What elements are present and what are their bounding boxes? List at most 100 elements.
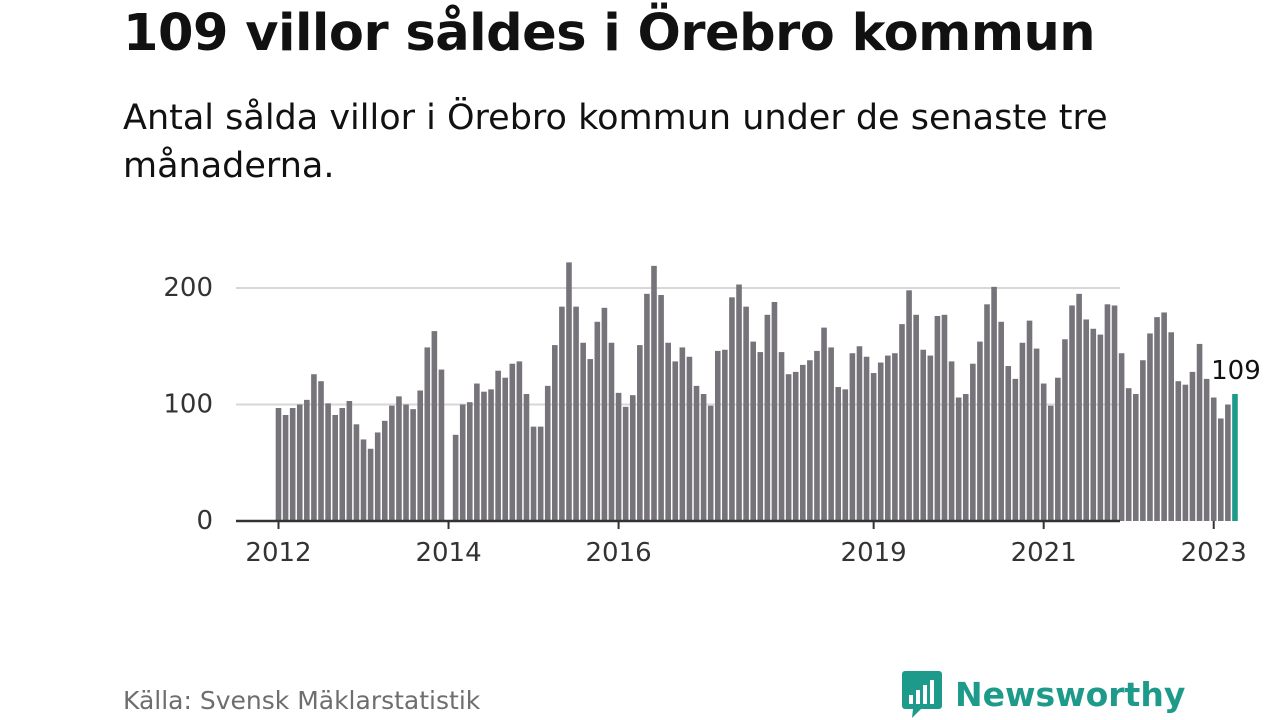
bar bbox=[417, 390, 423, 521]
bar bbox=[502, 377, 509, 521]
bar bbox=[403, 404, 409, 521]
bar bbox=[757, 352, 764, 521]
bar bbox=[438, 369, 445, 521]
bar bbox=[608, 342, 615, 521]
bar bbox=[998, 321, 1004, 521]
bar bbox=[1026, 320, 1033, 521]
bar bbox=[1175, 381, 1182, 521]
bar bbox=[296, 404, 303, 521]
bar bbox=[870, 373, 877, 521]
bar bbox=[452, 434, 459, 521]
bar bbox=[1132, 394, 1139, 521]
bar bbox=[1225, 404, 1231, 521]
bar bbox=[537, 426, 544, 521]
bar bbox=[700, 394, 707, 521]
bar bbox=[523, 394, 530, 521]
bar bbox=[1196, 343, 1203, 521]
bar bbox=[1033, 348, 1040, 521]
chart-title: 109 villor såldes i Örebro kommun bbox=[123, 4, 1096, 63]
bar bbox=[615, 392, 622, 521]
bar bbox=[736, 284, 742, 521]
bar bbox=[304, 399, 310, 521]
bar bbox=[629, 395, 636, 521]
bar bbox=[275, 407, 282, 521]
bar bbox=[587, 359, 594, 521]
x-tick-label: 2012 bbox=[245, 538, 311, 568]
bar bbox=[1147, 333, 1153, 521]
bar bbox=[934, 315, 941, 521]
bar bbox=[1005, 366, 1012, 521]
bar bbox=[722, 349, 728, 521]
bar bbox=[729, 297, 735, 521]
bar bbox=[622, 406, 629, 521]
bar bbox=[693, 385, 700, 521]
bar bbox=[835, 387, 842, 521]
bar bbox=[743, 306, 749, 521]
bar bbox=[488, 389, 494, 521]
bar bbox=[1012, 378, 1019, 521]
bar bbox=[913, 314, 919, 521]
brand-logo: Newsworthy bbox=[901, 669, 1185, 719]
bar bbox=[651, 265, 657, 521]
x-tick-label: 2019 bbox=[841, 538, 907, 568]
bar bbox=[1125, 388, 1132, 521]
bar bbox=[573, 306, 579, 521]
x-tick-label: 2014 bbox=[415, 538, 481, 568]
bar bbox=[481, 391, 487, 521]
bar bbox=[941, 314, 948, 521]
y-tick-label: 200 bbox=[163, 273, 213, 303]
bar bbox=[325, 403, 331, 521]
bar bbox=[1104, 304, 1111, 521]
bar bbox=[665, 342, 671, 521]
bar bbox=[601, 307, 608, 521]
highlighted-bar bbox=[1232, 394, 1238, 521]
bar bbox=[580, 342, 586, 521]
bar bbox=[516, 361, 523, 521]
bar bbox=[410, 409, 416, 521]
bar bbox=[374, 432, 381, 521]
bar bbox=[1076, 293, 1082, 521]
bar bbox=[899, 324, 905, 521]
x-tick-label: 2021 bbox=[1011, 538, 1077, 568]
bar bbox=[892, 353, 898, 521]
bar bbox=[431, 331, 438, 521]
bar bbox=[1203, 378, 1210, 521]
bar bbox=[1062, 339, 1068, 521]
chart-subtitle: Antal sålda villor i Örebro kommun under… bbox=[123, 98, 1108, 186]
bar bbox=[332, 414, 338, 521]
bar bbox=[1161, 312, 1167, 521]
bar bbox=[389, 405, 395, 521]
bar bbox=[637, 345, 643, 521]
bar bbox=[353, 424, 360, 521]
bar bbox=[1218, 418, 1224, 521]
bar bbox=[962, 394, 969, 521]
bar bbox=[424, 347, 431, 521]
bar bbox=[764, 314, 771, 521]
y-tick-label: 100 bbox=[163, 390, 213, 420]
bar bbox=[1140, 360, 1146, 521]
bar bbox=[1040, 383, 1047, 521]
bar bbox=[863, 356, 870, 521]
bar bbox=[885, 355, 891, 521]
newsworthy-logo-icon bbox=[902, 671, 942, 718]
bar bbox=[799, 364, 806, 521]
bar bbox=[396, 396, 402, 521]
bar bbox=[474, 383, 480, 521]
bar bbox=[1210, 397, 1217, 521]
bar bbox=[877, 362, 884, 521]
bar bbox=[552, 345, 558, 521]
bar bbox=[1168, 332, 1175, 521]
bar bbox=[906, 290, 912, 521]
bar bbox=[559, 306, 565, 521]
y-tick-label: 0 bbox=[196, 506, 213, 536]
bar bbox=[707, 405, 714, 521]
bar bbox=[644, 293, 650, 521]
bar bbox=[714, 350, 721, 521]
bar bbox=[679, 347, 686, 521]
bar bbox=[466, 402, 473, 521]
highlight-data-label: 109 bbox=[1211, 356, 1261, 386]
bar bbox=[1097, 334, 1104, 521]
bar bbox=[1189, 371, 1196, 521]
x-tick-label: 2016 bbox=[585, 538, 651, 568]
bar-chart: 0 100 200 2012 2014 2016 2019 2021 2023 109 bbox=[163, 262, 1263, 568]
